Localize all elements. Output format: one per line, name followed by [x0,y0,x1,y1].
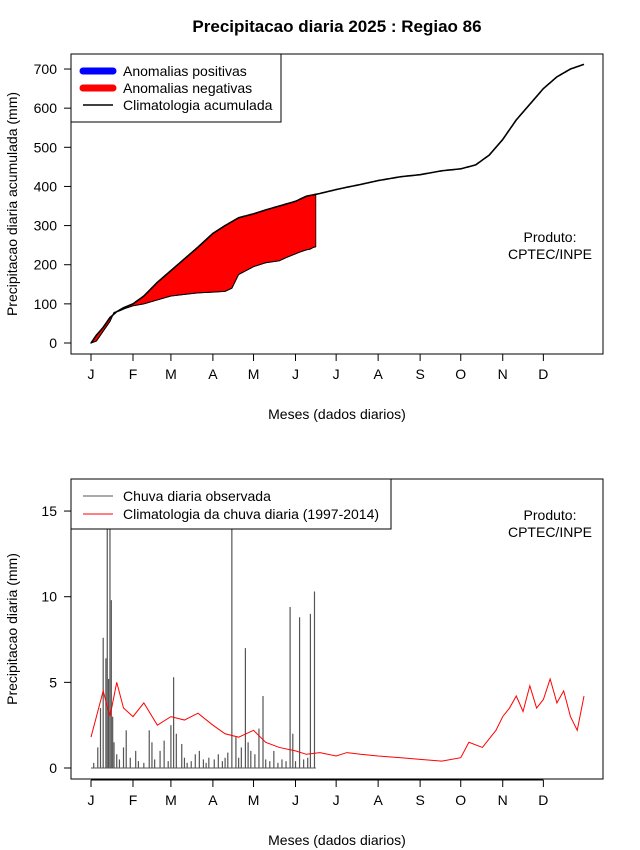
y-tick-label: 100 [34,296,58,312]
y-tick-label: 0 [49,760,57,776]
y-tick-label: 200 [34,257,58,273]
x-tick-label: M [165,792,177,808]
y-axis: 0 5 10 15 [41,503,72,776]
x-tick-label: J [292,792,299,808]
legend-label-climatology: Climatologia da chuva diaria (1997-2014) [123,506,379,522]
observed-cumulative-line [90,246,316,344]
x-tick-label: O [455,792,466,808]
x-tick-label: J [333,366,340,382]
x-tick-label: D [538,366,548,382]
x-tick-label: F [129,366,138,382]
y-tick-label: 0 [49,335,57,351]
legend-label-negative: Anomalias negativas [123,80,252,96]
climatology-cumulative-line [90,63,585,344]
cumulative-precip-chart: 0 100 200 300 400 500 600 700 J F M A M J J A S O N D Prec… [4,53,604,422]
x-tick-label: M [248,792,260,808]
y-axis-label: Precipitacao diaria acumulada (mm) [4,92,20,316]
legend: Chuva diaria observada Climatologia da c… [70,478,392,530]
chart-title: Precipitacao diaria 2025 : Regiao 86 [192,17,481,36]
y-tick-label: 5 [49,674,57,690]
product-source: CPTEC/INPE [508,246,592,262]
x-tick-label: J [88,792,95,808]
negative-anomaly-area [117,193,317,313]
x-axis-label: Meses (dados diarios) [268,832,406,848]
x-tick-label: N [498,792,508,808]
climatology-daily-line [90,677,585,762]
legend: Anomalias positivas Anomalias negativas … [70,53,282,123]
legend-label-observed: Chuva diaria observada [123,488,271,504]
x-tick-label: A [373,792,383,808]
y-tick-label: 600 [34,100,58,116]
x-tick-label: J [88,366,95,382]
product-label: Produto: [524,507,577,523]
product-source: CPTEC/INPE [508,524,592,540]
x-tick-label: S [415,366,424,382]
y-axis: 0 100 200 300 400 500 600 700 [34,61,72,351]
x-tick-label: N [498,366,508,382]
x-tick-label: S [415,792,424,808]
legend-box [70,478,392,530]
x-tick-label: J [292,366,299,382]
y-tick-label: 10 [41,589,57,605]
y-tick-label: 500 [34,139,58,155]
x-tick-label: M [248,366,260,382]
x-tick-label: A [208,792,218,808]
x-tick-label: O [455,366,466,382]
y-axis-label: Precipitacao diaria (mm) [4,553,20,705]
x-tick-label: M [165,366,177,382]
legend-label-climatology: Climatologia acumulada [123,97,273,113]
y-tick-label: 15 [41,503,57,519]
daily-precip-chart: 0 5 10 15 J F M A M J J A S O N D Precipitacao diaria … [4,478,604,848]
cumulative-marks [89,63,585,344]
daily-marks [90,485,585,769]
x-tick-label: A [373,366,383,382]
x-tick-label: A [208,366,218,382]
product-label: Produto: [524,229,577,245]
x-tick-label: D [538,792,548,808]
x-tick-label: F [129,792,138,808]
legend-label-positive: Anomalias positivas [123,63,247,79]
x-axis-label: Meses (dados diarios) [268,406,406,422]
y-tick-label: 400 [34,178,58,194]
y-tick-label: 300 [34,218,58,234]
x-tick-label: J [333,792,340,808]
y-tick-label: 700 [34,61,58,77]
